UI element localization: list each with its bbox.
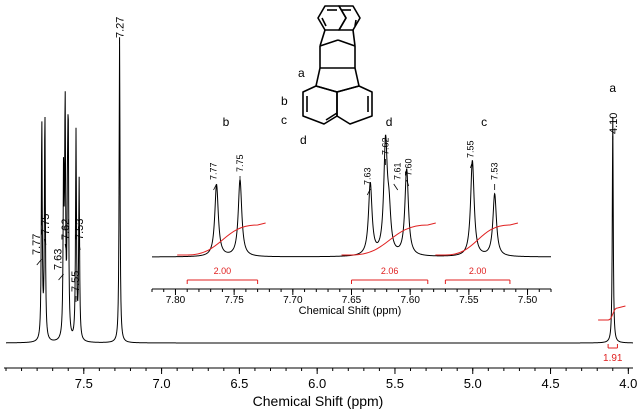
main-assignments: a (609, 81, 616, 95)
structure-label-b: b (281, 94, 288, 108)
structure-label-c: c (281, 113, 287, 127)
peak-label-leader (469, 161, 473, 169)
tick-label: 7.80 (166, 295, 186, 306)
integral-curve (598, 305, 626, 321)
inset-peak-labels: 7.77 7.75 7.63 7.627.61 7.60 7.55 7.53 (209, 137, 500, 196)
tick-label: 7.75 (224, 295, 244, 306)
peak-label: 7.62 (381, 137, 391, 155)
integral-value: 1.91 (603, 353, 623, 364)
peak-label: 7.27 (115, 17, 127, 38)
main-integrals: 1.91 (598, 305, 626, 364)
peak-label: 7.63 (362, 167, 372, 185)
main-spectrum: 7.5 7.0 6.5 6.0 5.5 5.0 4.5 4.0 Chemical Shift … (4, 17, 637, 409)
peak-label-leader (406, 179, 410, 187)
peak-label-leader (213, 183, 217, 191)
integral-value: 2.06 (381, 266, 399, 276)
tick-label: 6.5 (230, 376, 248, 391)
peak-label: 7.62 (60, 219, 72, 240)
assignment-label: d (386, 115, 393, 129)
peak-label-leader (393, 183, 399, 191)
tick-label: 7.0 (153, 376, 171, 391)
tick-label: 5.5 (386, 376, 404, 391)
inset-background (150, 116, 552, 292)
peak-label-leader (44, 238, 47, 246)
integral-curve (341, 222, 436, 256)
main-peak-labels: 7.777.757.637.627.557.537.274.10 (31, 17, 620, 302)
integral-curve (177, 222, 266, 256)
assignment-label: c (481, 115, 487, 129)
tick-label: 4.0 (619, 376, 637, 391)
main-x-ticks (5, 368, 629, 374)
tick-label: 7.60 (400, 295, 420, 306)
tick-label: 5.0 (464, 376, 482, 391)
peak-label-leader (58, 273, 64, 281)
peak-label: 7.60 (404, 158, 414, 176)
peak-label: 7.75 (40, 214, 52, 235)
inset-spectrum: 7.80 7.75 7.70 7.65 7.60 7.55 7.50 Chemical Sh… (150, 115, 552, 317)
peak-label: 7.53 (490, 162, 500, 180)
peak-label: 7.77 (209, 162, 219, 180)
structure-label-a: a (298, 66, 305, 80)
peak-label: 7.61 (393, 162, 403, 180)
tick-label: 6.0 (308, 376, 326, 391)
peak-label: 7.77 (31, 234, 43, 255)
peak-label: 4.10 (608, 113, 620, 134)
peak-label-leader (78, 243, 81, 251)
inset-x-axis-label: Chemical Shift (ppm) (299, 305, 402, 317)
tick-label: 7.55 (459, 295, 479, 306)
tick-label: 7.70 (283, 295, 303, 306)
integral-value: 2.00 (214, 266, 232, 276)
bottom-naphthalene (302, 67, 373, 125)
peak-label-leader (366, 188, 371, 196)
peak-label-leader (36, 258, 43, 266)
assignment-label: b (223, 115, 230, 129)
main-spectrum-trace (6, 37, 633, 344)
acenaphthylene-dimer-structure: a b c d (281, 5, 373, 147)
assignment-label: a (609, 81, 616, 95)
inset-integrals: 2.00 2.06 2.00 (177, 222, 519, 284)
tick-label: 7.5 (75, 376, 93, 391)
structure-label-d: d (300, 133, 307, 147)
top-naphthalene (317, 5, 361, 47)
peak-label: 7.55 (465, 140, 475, 158)
main-x-axis-label: Chemical Shift (ppm) (253, 393, 384, 409)
cyclobutane-ring (319, 46, 356, 69)
inset-x-ticks (151, 289, 552, 295)
tick-label: 4.5 (542, 376, 560, 391)
peak-label: 7.55 (70, 271, 82, 292)
integral-curve (435, 222, 519, 256)
inset-x-tick-labels: 7.80 7.75 7.70 7.65 7.60 7.55 7.50 (166, 295, 538, 306)
tick-label: 7.50 (518, 295, 538, 306)
integral-value: 2.00 (469, 266, 487, 276)
peak-label: 7.75 (235, 154, 245, 172)
peak-label-leader (64, 243, 67, 251)
tick-label: 7.65 (342, 295, 362, 306)
main-x-tick-labels: 7.5 7.0 6.5 6.0 5.5 5.0 4.5 4.0 (75, 376, 637, 391)
peak-label: 7.63 (53, 249, 65, 270)
peak-label: 7.53 (74, 219, 86, 240)
